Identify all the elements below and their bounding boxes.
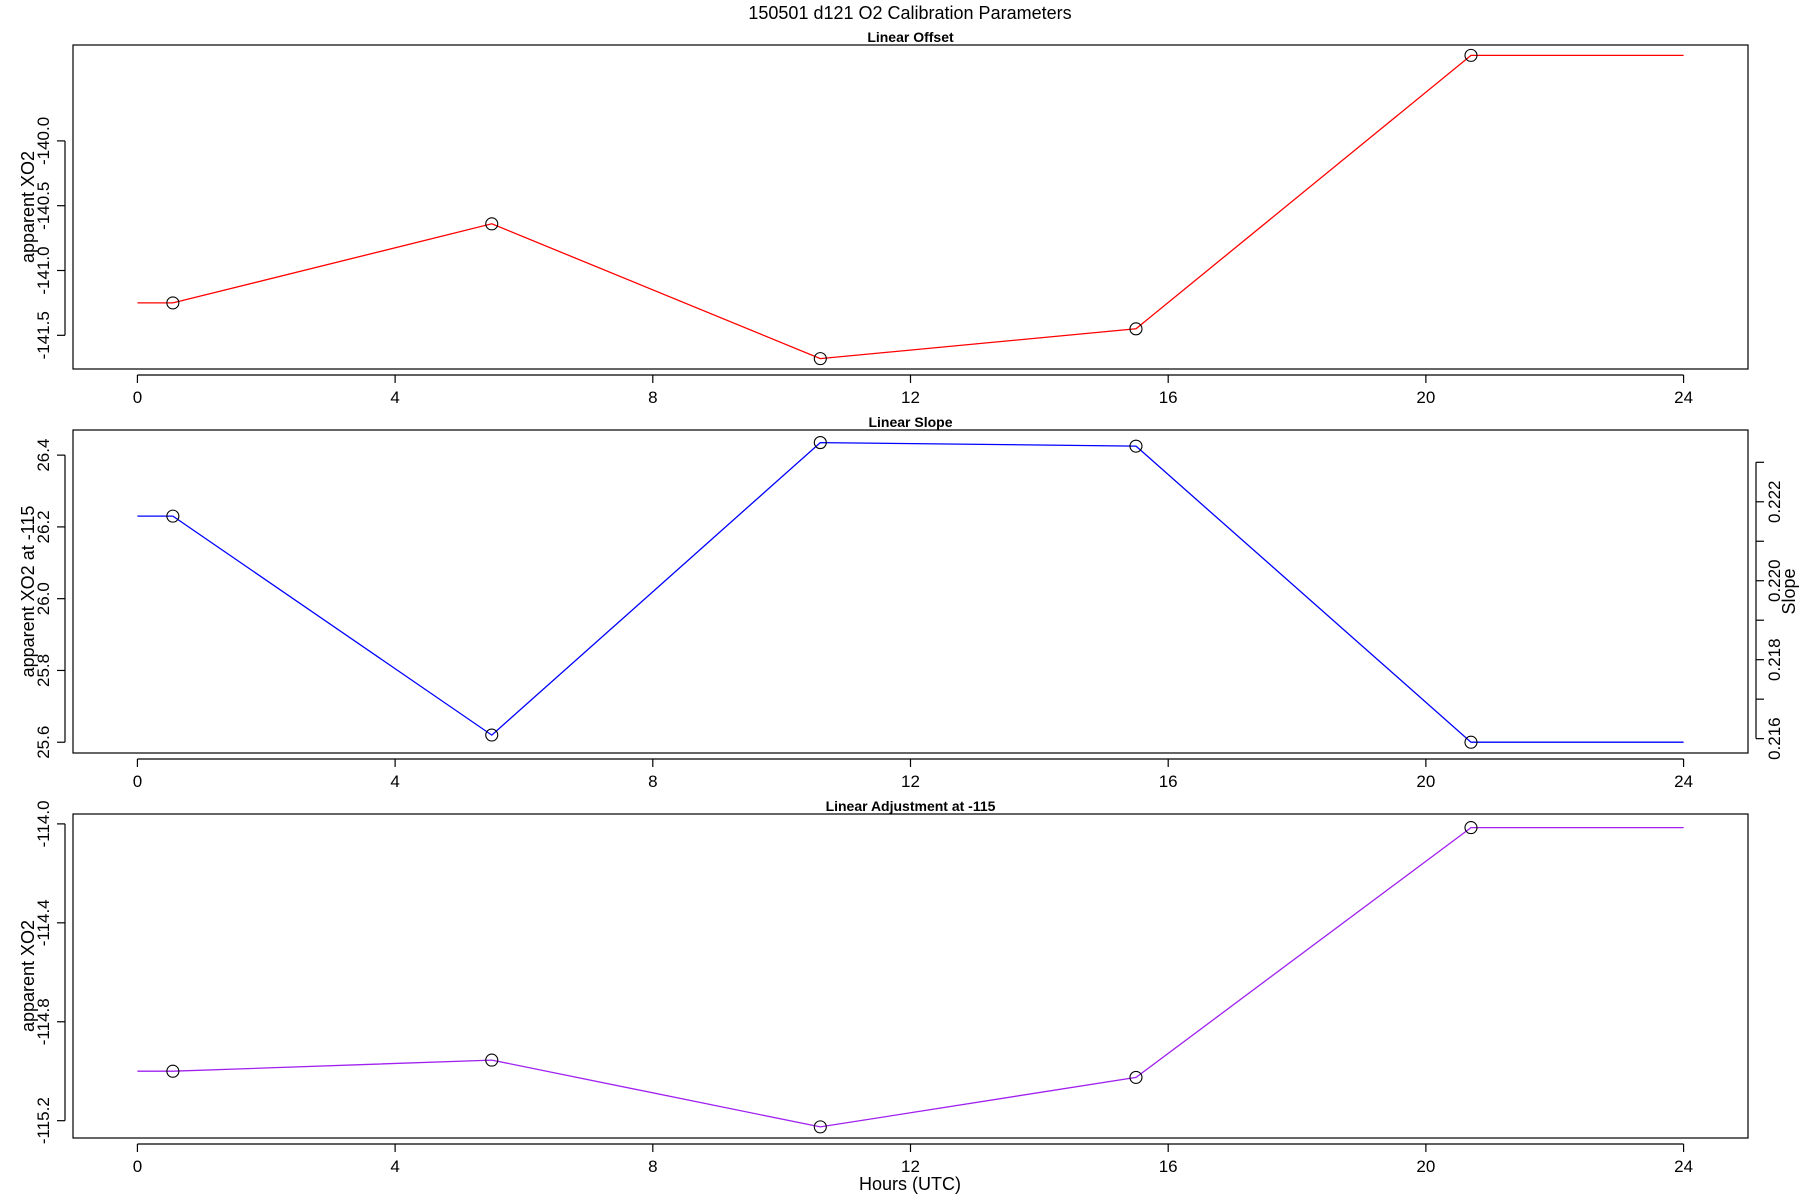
x-axis-title: Hours (UTC) [859,1174,961,1194]
x-tick-label: 24 [1674,388,1693,407]
x-tick-label: 20 [1416,388,1435,407]
plot-frame [72,44,1749,370]
data-point [1129,439,1143,453]
data-point [1129,322,1143,336]
x-tick-label: 8 [648,1157,657,1176]
y-axis-title: apparent XO2 [18,151,38,263]
y2-tick-label: 0.218 [1765,638,1784,681]
data-point [166,296,180,310]
x-tick-label: 24 [1674,1157,1693,1176]
x-tick-label: 16 [1159,772,1178,791]
series-line [137,54,1684,360]
x-tick-label: 24 [1674,772,1693,791]
y2-tick-label: 0.222 [1765,481,1784,524]
y2-tick-label: 0.220 [1765,559,1784,602]
x-tick-label: 12 [901,388,920,407]
data-point [813,436,827,450]
x-tick-label: 0 [133,1157,142,1176]
data-point [485,1053,499,1067]
panel-3: Linear Adjustment at -115 0 4 8 12 16 20 24 -115… [18,798,1749,1176]
x-tick-label: 4 [390,388,399,407]
x-tick-label: 16 [1159,1157,1178,1176]
y-tick-label: -114.0 [34,800,53,847]
data-point [813,352,827,366]
x-tick-label: 16 [1159,388,1178,407]
x-tick-label: 4 [390,772,399,791]
y2-axis-title: Slope [1779,568,1799,614]
y-axis-title: apparent XO2 [18,920,38,1032]
x-tick-label: 12 [901,1157,920,1176]
y-tick-label: 26.4 [34,439,53,472]
x-tick-label: 20 [1416,772,1435,791]
y2-tick-label: 0.216 [1765,717,1784,760]
data-point [813,1120,827,1134]
y-tick-label: -141.5 [34,311,53,359]
x-tick-label: 12 [901,772,920,791]
y-tick-label: 25.8 [34,654,53,687]
panel-title: Linear Adjustment at -115 [826,798,996,814]
panel-title: Linear Slope [868,414,952,430]
series-line [137,441,1684,743]
data-point [1464,735,1478,749]
y-axis-title: apparent XO2 at -115 [18,506,38,678]
plot-frame [72,813,1749,1139]
figure-title: 150501 d121 O2 Calibration Parameters [748,3,1071,23]
y-tick-label: -115.2 [34,1097,53,1144]
data-point [166,1064,180,1078]
x-tick-label: 8 [648,772,657,791]
data-point [1129,1070,1143,1084]
x-tick-label: 0 [133,772,142,791]
y-tick-label: -141.0 [34,246,53,294]
x-tick-label: 8 [648,388,657,407]
x-tick-label: 4 [390,1157,399,1176]
panel-2: Linear Slope 0 4 8 12 16 20 24 25.6 25.8 26.0 26.2 2… [18,414,1799,791]
chart-panels: Linear Offset 0 4 8 12 16 20 24 -141.5 -141.0 -140… [18,29,1799,1176]
plot-frame [72,429,1749,754]
y-tick-label: 26.0 [34,582,53,615]
y-tick-label: -114.4 [34,899,53,946]
data-point [1464,48,1478,62]
y-tick-label: -114.8 [34,998,53,1045]
y-tick-label: 25.6 [34,726,53,759]
x-tick-label: 0 [133,388,142,407]
data-point [166,509,180,523]
data-point [485,728,499,742]
y-tick-label: -140.5 [34,182,53,230]
x-tick-label: 20 [1416,1157,1435,1176]
panel-title: Linear Offset [867,29,954,45]
series-line [137,826,1684,1128]
data-point [1464,821,1478,835]
y-tick-label: 26.2 [34,510,53,543]
y-tick-label: -140.0 [34,117,53,165]
data-point [485,217,499,231]
panel-1: Linear Offset 0 4 8 12 16 20 24 -141.5 -141.0 -140… [18,29,1749,407]
